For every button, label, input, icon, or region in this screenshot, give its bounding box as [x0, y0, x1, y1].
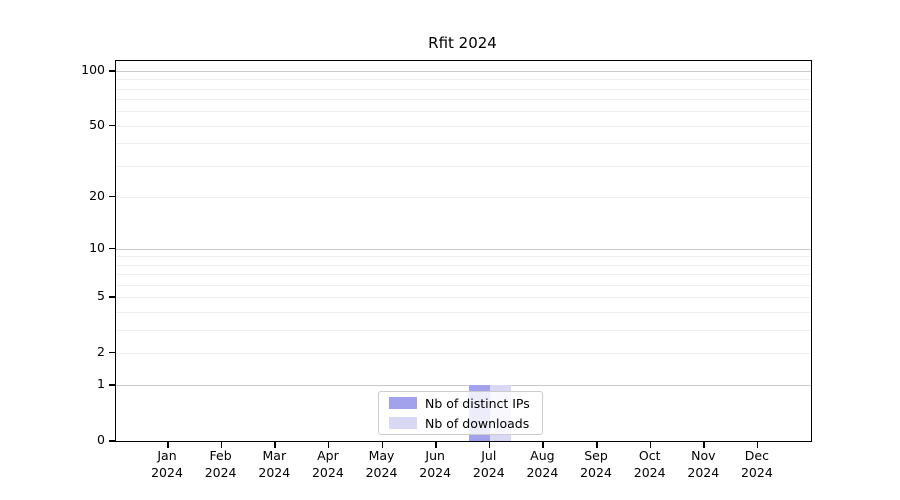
- gridline: [116, 264, 811, 266]
- chart-title: Rfit 2024: [428, 34, 497, 52]
- y-axis-tick: [109, 70, 115, 72]
- legend-label-distinct-ips: Nb of distinct IPs: [425, 395, 530, 411]
- gridline: [116, 297, 811, 299]
- gridline: [116, 125, 811, 127]
- x-axis-tick: [381, 441, 383, 448]
- x-tick-label: May 2024: [365, 448, 398, 480]
- gridline: [116, 385, 811, 387]
- gridline: [116, 312, 811, 313]
- gridline: [116, 352, 811, 354]
- y-axis-tick: [109, 124, 115, 127]
- x-tick-label: Jan 2024: [151, 448, 183, 480]
- x-axis-tick: [220, 441, 223, 448]
- x-tick-label: Jun 2024: [419, 448, 452, 480]
- gridline: [116, 248, 811, 250]
- x-tick-label: Feb 2024: [204, 448, 237, 480]
- gridline: [116, 143, 811, 145]
- legend-label-downloads: Nb of downloads: [425, 415, 530, 431]
- legend-item-downloads: Nb of downloads: [389, 416, 542, 431]
- plot-area: [115, 60, 812, 442]
- x-tick-label: Nov 2024: [687, 448, 720, 480]
- gridline: [116, 71, 811, 72]
- gridline: [116, 99, 811, 101]
- x-tick-label: Dec 2024: [740, 448, 773, 480]
- y-tick-label: 2: [97, 343, 105, 359]
- y-axis-tick: [109, 351, 115, 354]
- gridline: [116, 329, 811, 331]
- x-axis-tick: [649, 441, 652, 448]
- x-axis-tick: [542, 441, 544, 448]
- y-axis-tick: [109, 440, 115, 442]
- x-axis-tick: [756, 441, 759, 448]
- gridline: [116, 285, 811, 286]
- y-axis-tick: [109, 296, 115, 298]
- x-tick-label: Oct 2024: [633, 448, 666, 480]
- legend: Nb of distinct IPs Nb of downloads: [378, 391, 543, 435]
- x-axis-tick: [488, 441, 491, 448]
- gridline: [116, 274, 811, 276]
- y-tick-label: 100: [81, 62, 105, 77]
- x-axis-tick: [596, 441, 598, 448]
- gridline: [116, 111, 811, 113]
- legend-item-distinct-ips: Nb of distinct IPs: [389, 396, 542, 411]
- x-axis-tick: [435, 441, 437, 448]
- x-axis-tick: [167, 441, 169, 448]
- gridline: [116, 256, 811, 258]
- gridline: [116, 79, 811, 81]
- y-tick-label: 10: [89, 239, 105, 255]
- gridline: [116, 165, 811, 167]
- x-axis-tick: [274, 441, 276, 448]
- y-tick-label: 20: [89, 187, 105, 203]
- x-tick-label: Aug 2024: [526, 448, 559, 480]
- y-tick-label: 1: [97, 376, 105, 392]
- y-tick-label: 0: [97, 432, 105, 447]
- gridline: [116, 196, 811, 198]
- y-tick-label: 5: [97, 288, 105, 304]
- legend-swatch-distinct-ips: [389, 397, 417, 409]
- x-tick-label: Jul 2024: [472, 448, 505, 480]
- y-axis-tick: [109, 247, 115, 250]
- y-axis-tick: [109, 384, 115, 386]
- x-tick-label: Apr 2024: [311, 448, 344, 480]
- x-axis-tick: [703, 441, 705, 448]
- x-axis-tick: [327, 441, 330, 448]
- x-tick-label: Sep 2024: [580, 448, 612, 480]
- legend-swatch-downloads: [389, 417, 417, 429]
- x-tick-label: Mar 2024: [258, 448, 291, 480]
- gridline: [116, 88, 811, 90]
- y-axis-tick: [109, 195, 115, 198]
- y-tick-label: 50: [89, 116, 105, 132]
